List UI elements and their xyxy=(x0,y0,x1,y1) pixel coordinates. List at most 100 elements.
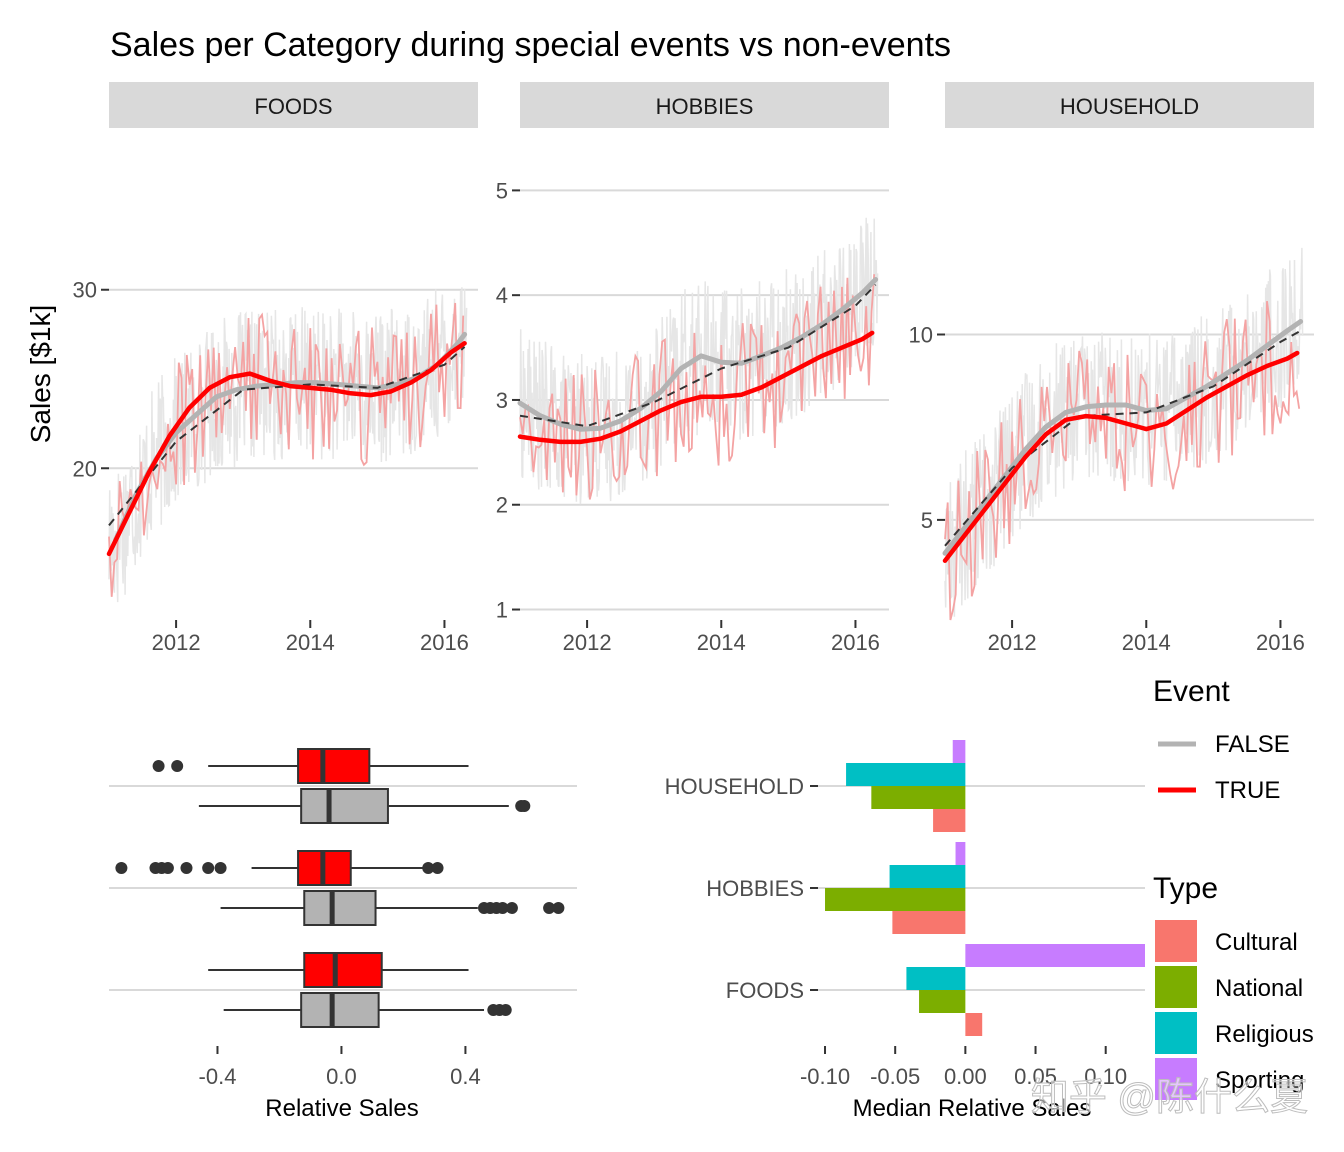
legend-label-national: National xyxy=(1215,975,1303,1002)
bar-y-tick-label-hobbies: HOBBIES xyxy=(706,876,804,901)
facet-strip-label-hobbies: HOBBIES xyxy=(656,94,754,119)
outlier-household-true xyxy=(171,760,184,772)
box-household-true xyxy=(297,748,371,784)
facet-strip-label-household: HOUSEHOLD xyxy=(1060,94,1199,119)
smooth-line-true-hobbies xyxy=(517,330,875,445)
raw-line-false-hobbies xyxy=(519,217,879,505)
bar-y-tick-label-household: HOUSEHOLD xyxy=(665,774,804,799)
boxplot-x-tick-label: 0.0 xyxy=(326,1064,357,1089)
bar-hobbies-religious xyxy=(889,865,966,888)
smooth-line-true-household xyxy=(942,350,1300,563)
trend-line-hobbies xyxy=(519,284,877,428)
facet-strip-household xyxy=(945,82,1314,128)
legend-type-title: Type xyxy=(1153,872,1218,905)
box-household-false xyxy=(300,788,389,824)
outlier-hobbies-false xyxy=(505,902,518,914)
y-tick-label-foods-20: 20 xyxy=(73,456,97,481)
bar-x-tick-label: 0.05 xyxy=(1014,1064,1057,1089)
x-tick-label-hobbies-2012: 2012 xyxy=(563,630,612,655)
facet-strip-foods xyxy=(109,82,478,128)
facet-strip-label-foods: FOODS xyxy=(254,94,332,119)
x-tick-label-household-2012: 2012 xyxy=(988,630,1037,655)
bar-x-tick-label: 0.10 xyxy=(1084,1064,1127,1089)
x-tick-label-household-2016: 2016 xyxy=(1256,630,1305,655)
box-foods-false xyxy=(300,992,380,1028)
smooth-line-false-household xyxy=(942,319,1304,556)
y-tick-label-hobbies-5: 5 xyxy=(496,178,508,203)
facet-panel-foods: FOODS 20 30 2012 2014 2016 xyxy=(73,82,478,655)
outlier-hobbies-true xyxy=(214,862,227,874)
outlier-household-false xyxy=(518,800,531,812)
outlier-household-true xyxy=(152,760,165,772)
legend-label-sporting: Sporting xyxy=(1215,1067,1304,1094)
bar-hobbies-national xyxy=(825,888,966,911)
outlier-hobbies-false xyxy=(543,902,556,914)
x-tick-label-hobbies-2014: 2014 xyxy=(697,630,746,655)
boxplot-x-tick-label: 0.4 xyxy=(450,1064,481,1089)
bar-panel: HOUSEHOLD HOBBIES FOODS -0.10 -0.05 0.00 0.05 0… xyxy=(665,740,1145,1089)
trend-line-foods xyxy=(108,346,466,527)
facet-strip-hobbies xyxy=(520,82,889,128)
outlier-hobbies-true xyxy=(202,862,215,874)
y-axis-title: Sales [$1k] xyxy=(25,305,56,444)
bar-foods-national xyxy=(919,990,966,1013)
bar-foods-cultural xyxy=(965,1013,983,1036)
bar-foods-religious xyxy=(906,967,966,990)
watermark-text: 知乎 @陈什么夏 xyxy=(1031,1077,1308,1119)
bar-x-tick-label: 0.00 xyxy=(944,1064,987,1089)
facet-panel-hobbies: HOBBIES 1 2 3 4 5 2012 2014 2016 xyxy=(496,82,889,655)
legend-label-religious: Religious xyxy=(1215,1021,1314,1048)
trend-line-household xyxy=(944,329,1302,547)
boxplot-x-title: Relative Sales xyxy=(265,1095,418,1122)
y-tick-label-hobbies-2: 2 xyxy=(496,493,508,518)
legend-swatch-sporting xyxy=(1155,1058,1197,1100)
bar-foods-sporting xyxy=(965,944,1145,967)
smooth-line-false-hobbies xyxy=(517,277,879,432)
boxplot-x-tick-label: -0.4 xyxy=(199,1064,237,1089)
legend-label-cultural: Cultural xyxy=(1215,929,1298,956)
legend-event: Event FALSE TRUE xyxy=(1153,675,1290,804)
legend-label-false: FALSE xyxy=(1215,731,1290,758)
y-tick-label-foods-30: 30 xyxy=(73,278,97,303)
x-tick-label-household-2014: 2014 xyxy=(1122,630,1171,655)
outlier-hobbies-false xyxy=(552,902,565,914)
raw-line-true-household xyxy=(944,300,1301,621)
legend-event-title: Event xyxy=(1153,675,1230,708)
bar-x-title: Median Relative Sales xyxy=(853,1095,1092,1122)
facet-panel-household: HOUSEHOLD 5 10 2012 2014 2016 xyxy=(909,82,1314,655)
figure-title: Sales per Category during special events… xyxy=(110,26,951,64)
legend-swatch-religious xyxy=(1155,1012,1197,1054)
y-tick-label-hobbies-3: 3 xyxy=(496,388,508,413)
raw-line-true-hobbies xyxy=(519,274,876,500)
y-tick-label-hobbies-1: 1 xyxy=(496,598,508,623)
y-tick-label-household-10: 10 xyxy=(909,323,933,348)
x-tick-label-foods-2012: 2012 xyxy=(152,630,201,655)
box-foods-true xyxy=(303,952,383,988)
bar-y-tick-label-foods: FOODS xyxy=(726,978,804,1003)
bar-x-tick-label: -0.10 xyxy=(800,1064,850,1089)
x-tick-label-hobbies-2016: 2016 xyxy=(831,630,880,655)
bar-hobbies-sporting xyxy=(955,842,966,865)
bar-hobbies-cultural xyxy=(892,911,966,934)
x-tick-label-foods-2014: 2014 xyxy=(286,630,335,655)
legend-label-true: TRUE xyxy=(1215,777,1280,804)
y-tick-label-household-5: 5 xyxy=(921,508,933,533)
legend-swatch-cultural xyxy=(1155,920,1197,962)
bar-x-tick-label: -0.05 xyxy=(870,1064,920,1089)
outlier-hobbies-true xyxy=(115,862,128,874)
bar-household-national xyxy=(871,786,966,809)
outlier-hobbies-true xyxy=(180,862,193,874)
bar-household-sporting xyxy=(952,740,966,763)
outlier-foods-false xyxy=(499,1004,512,1016)
outlier-hobbies-true xyxy=(422,862,435,874)
x-tick-label-foods-2016: 2016 xyxy=(420,630,469,655)
raw-line-false-household xyxy=(944,247,1304,617)
legend-swatch-national xyxy=(1155,966,1197,1008)
raw-line-true-foods xyxy=(108,302,465,597)
bar-household-cultural xyxy=(933,809,966,832)
y-tick-label-hobbies-4: 4 xyxy=(496,283,508,308)
outlier-hobbies-false xyxy=(496,902,509,914)
boxplot-panel: -0.4 0.0 0.4 xyxy=(109,748,577,1089)
legend-type: Type Cultural National Religious Sportin… xyxy=(1153,872,1314,1100)
